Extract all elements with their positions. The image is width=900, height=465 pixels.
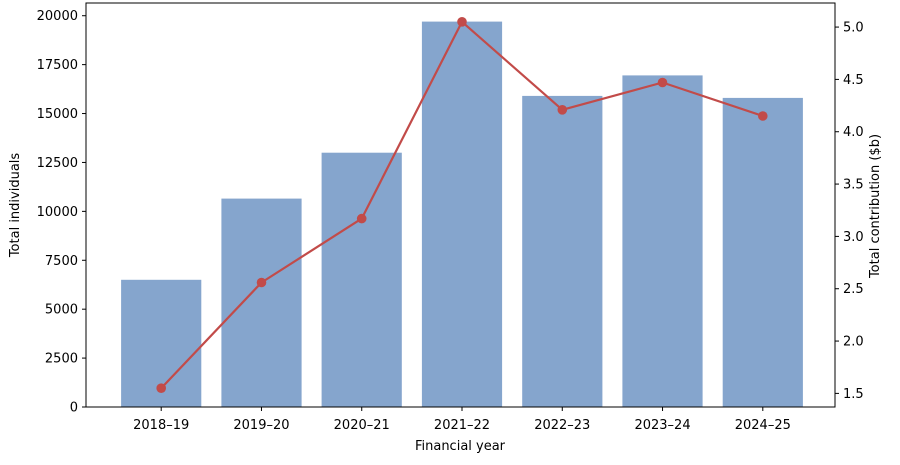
x-tick-label: 2022–23 [534, 418, 590, 433]
x-tick-label: 2020–21 [334, 418, 390, 433]
x-tick-label: 2021–22 [434, 418, 490, 433]
left-y-tick-label: 17500 [37, 58, 78, 73]
left-y-tick-label: 2500 [45, 352, 78, 367]
bar [421, 21, 503, 407]
left-y-tick-label: 0 [70, 401, 78, 416]
x-axis-label: Financial year [415, 439, 506, 454]
right-y-tick-label: 5.0 [843, 21, 864, 36]
plot-border [85, 2, 836, 408]
right-y-tick-label: 2.5 [843, 282, 864, 297]
right-y-tick-label: 2.0 [843, 335, 864, 350]
line-marker [356, 213, 367, 224]
right-y-tick-label: 4.0 [843, 125, 864, 140]
right-y-tick-label: 4.5 [843, 73, 864, 88]
right-y-tick-label: 1.5 [843, 387, 864, 402]
left-y-tick-label: 5000 [45, 303, 78, 318]
bar [722, 97, 803, 408]
left-y-tick-label: 12500 [37, 156, 78, 171]
line-marker [457, 17, 467, 27]
bar [321, 152, 402, 407]
x-tick-label: 2024–25 [735, 418, 791, 433]
line-marker [557, 105, 568, 115]
line-marker [256, 277, 267, 288]
line-marker [657, 77, 668, 88]
left-y-tick-label: 10000 [37, 205, 78, 220]
line-marker [156, 383, 166, 394]
bar [622, 75, 703, 408]
left-y-tick-label: 7500 [45, 254, 78, 269]
bar [221, 198, 302, 407]
plot-area: 0 2500 5000 7500 10000 12500 15000 17500 20000 1.… [37, 2, 864, 433]
x-tick-label: 2019–20 [233, 418, 289, 433]
right-y-axis-label: Total contribution ($b) [868, 134, 883, 279]
left-y-axis-label: Total individuals [8, 153, 23, 259]
x-tick-label: 2018–19 [133, 418, 189, 433]
right-y-tick-label: 3.5 [843, 178, 864, 193]
left-y-tick-label: 15000 [37, 107, 78, 122]
line-marker [758, 111, 768, 121]
x-tick-label: 2023–24 [634, 418, 690, 433]
bar [522, 95, 603, 408]
right-y-tick-label: 3.0 [843, 230, 864, 245]
left-y-tick-label: 20000 [37, 9, 78, 24]
